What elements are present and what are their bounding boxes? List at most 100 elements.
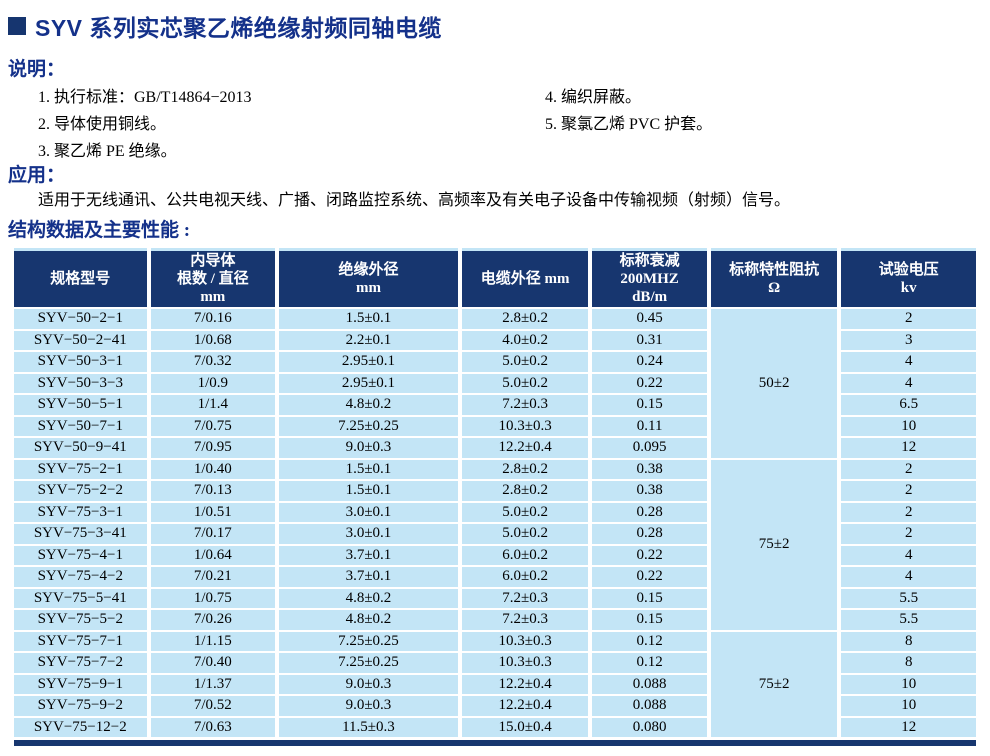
cell-insulation-od: 3.0±0.1 [279,524,458,544]
column-header-2: 绝缘外径 mm [279,248,458,307]
cell-insulation-od: 3.7±0.1 [279,545,458,565]
table-row: SYV−75−3−41 7/0.17 3.0±0.1 5.0±0.2 0.28 2 [14,524,976,544]
cell-test-voltage: 4 [841,567,976,587]
spec-table-body: SYV−50−2−1 7/0.16 1.5±0.1 2.8±0.2 0.45 50±2 2 S… [14,309,976,737]
cell-test-voltage: 2 [841,309,976,329]
cell-cable-od: 12.2±0.4 [461,696,589,716]
cell-attenuation: 0.15 [592,588,707,608]
title-bullet-square [8,17,26,35]
cell-conductor: 1/0.51 [150,502,276,522]
cell-insulation-od: 7.25±0.25 [279,416,458,436]
cell-conductor: 7/0.21 [150,567,276,587]
cell-attenuation: 0.22 [592,567,707,587]
cell-model: SYV−75−5−41 [14,588,147,608]
spec-table: 规格型号 内导体 根数 / 直径 mm 绝缘外径 mm 电缆外径 mm 标称衰减 200MHZ d… [10,246,980,739]
cell-test-voltage: 2 [841,459,976,479]
cell-attenuation: 0.088 [592,674,707,694]
cell-insulation-od: 9.0±0.3 [279,438,458,458]
cell-model: SYV−50−3−1 [14,352,147,372]
cell-model: SYV−75−7−1 [14,631,147,651]
cell-cable-od: 4.0±0.2 [461,330,589,350]
cell-cable-od: 7.2±0.3 [461,395,589,415]
cell-conductor: 1/0.40 [150,459,276,479]
cell-model: SYV−75−9−1 [14,674,147,694]
cell-attenuation: 0.12 [592,631,707,651]
cell-cable-od: 12.2±0.4 [461,438,589,458]
cell-cable-od: 10.3±0.3 [461,416,589,436]
cell-insulation-od: 3.7±0.1 [279,567,458,587]
cell-attenuation: 0.22 [592,373,707,393]
cell-cable-od: 5.0±0.2 [461,373,589,393]
cell-insulation-od: 9.0±0.3 [279,696,458,716]
cell-cable-od: 6.0±0.2 [461,567,589,587]
cell-attenuation: 0.080 [592,717,707,737]
cell-attenuation: 0.15 [592,395,707,415]
description-item-5: 5. 聚氯乙烯 PVC 护套。 [545,116,713,133]
cell-conductor: 1/1.15 [150,631,276,651]
cell-cable-od: 2.8±0.2 [461,481,589,501]
cell-cable-od: 5.0±0.2 [461,502,589,522]
cell-conductor: 1/0.75 [150,588,276,608]
table-row: SYV−50−9−41 7/0.95 9.0±0.3 12.2±0.4 0.095 12 [14,438,976,458]
column-header-1: 内导体 根数 / 直径 mm [150,248,276,307]
description-item-1: 1. 执行标准：GB/T14864−2013 [38,89,252,106]
table-row: SYV−50−2−41 1/0.68 2.2±0.1 4.0±0.2 0.31 3 [14,330,976,350]
cell-model: SYV−50−5−1 [14,395,147,415]
cell-insulation-od: 3.0±0.1 [279,502,458,522]
cell-conductor: 7/0.52 [150,696,276,716]
cell-insulation-od: 1.5±0.1 [279,459,458,479]
cell-cable-od: 10.3±0.3 [461,631,589,651]
table-row: SYV−75−5−2 7/0.26 4.8±0.2 7.2±0.3 0.15 5.5 [14,610,976,630]
cell-test-voltage: 3 [841,330,976,350]
application-text: 适用于无线通讯、公共电视天线、广播、闭路监控系统、高频率及有关电子设备中传输视频… [38,192,791,209]
cell-conductor: 7/0.26 [150,610,276,630]
column-header-5: 标称特性阻抗 Ω [710,248,838,307]
cell-attenuation: 0.28 [592,524,707,544]
cell-insulation-od: 4.8±0.2 [279,588,458,608]
column-header-6: 试验电压 kv [841,248,976,307]
cell-conductor: 7/0.32 [150,352,276,372]
table-row: SYV−50−2−1 7/0.16 1.5±0.1 2.8±0.2 0.45 50±2 2 [14,309,976,458]
cell-attenuation: 0.12 [592,653,707,673]
cell-attenuation: 0.45 [592,309,707,329]
cell-insulation-od: 4.8±0.2 [279,610,458,630]
section-heading-description: 说明： [8,59,66,80]
description-list-left: 1. 执行标准：GB/T14864−2013 2. 导体使用铜线。 3. 聚乙烯… [38,84,251,165]
cell-conductor: 1/1.37 [150,674,276,694]
cell-conductor: 7/0.17 [150,524,276,544]
table-bottom-bar [14,740,976,746]
table-row: SYV−50−3−1 7/0.32 2.95±0.1 5.0±0.2 0.24 4 [14,352,976,372]
cell-model: SYV−75−2−1 [14,459,147,479]
cell-cable-od: 12.2±0.4 [461,674,589,694]
cell-test-voltage: 12 [841,438,976,458]
cell-attenuation: 0.31 [592,330,707,350]
cell-impedance-group-2: 75±2 [710,631,838,737]
cell-cable-od: 10.3±0.3 [461,653,589,673]
cell-model: SYV−50−3−3 [14,373,147,393]
cell-test-voltage: 2 [841,524,976,544]
cell-conductor: 7/0.16 [150,309,276,329]
cell-impedance-group-1: 75±2 [710,459,838,630]
cell-conductor: 7/0.95 [150,438,276,458]
cell-cable-od: 7.2±0.3 [461,588,589,608]
cell-conductor: 7/0.13 [150,481,276,501]
table-row: SYV−75−9−1 1/1.37 9.0±0.3 12.2±0.4 0.088 10 [14,674,976,694]
cell-test-voltage: 10 [841,416,976,436]
table-row: SYV−75−7−1 1/1.15 7.25±0.25 10.3±0.3 0.12 75±… [14,631,976,737]
cell-test-voltage: 5.5 [841,610,976,630]
table-row: SYV−50−5−1 1/1.4 4.8±0.2 7.2±0.3 0.15 6.5 [14,395,976,415]
cell-attenuation: 0.095 [592,438,707,458]
cell-model: SYV−75−5−2 [14,610,147,630]
cell-model: SYV−75−9−2 [14,696,147,716]
cell-conductor: 7/0.40 [150,653,276,673]
cell-cable-od: 2.8±0.2 [461,459,589,479]
cell-model: SYV−75−7−2 [14,653,147,673]
column-header-0: 规格型号 [14,248,147,307]
cell-cable-od: 5.0±0.2 [461,524,589,544]
cell-insulation-od: 11.5±0.3 [279,717,458,737]
cell-attenuation: 0.38 [592,481,707,501]
description-item-3: 3. 聚乙烯 PE 绝缘。 [38,143,177,160]
cell-attenuation: 0.38 [592,459,707,479]
cell-conductor: 7/0.75 [150,416,276,436]
cell-model: SYV−50−2−1 [14,309,147,329]
